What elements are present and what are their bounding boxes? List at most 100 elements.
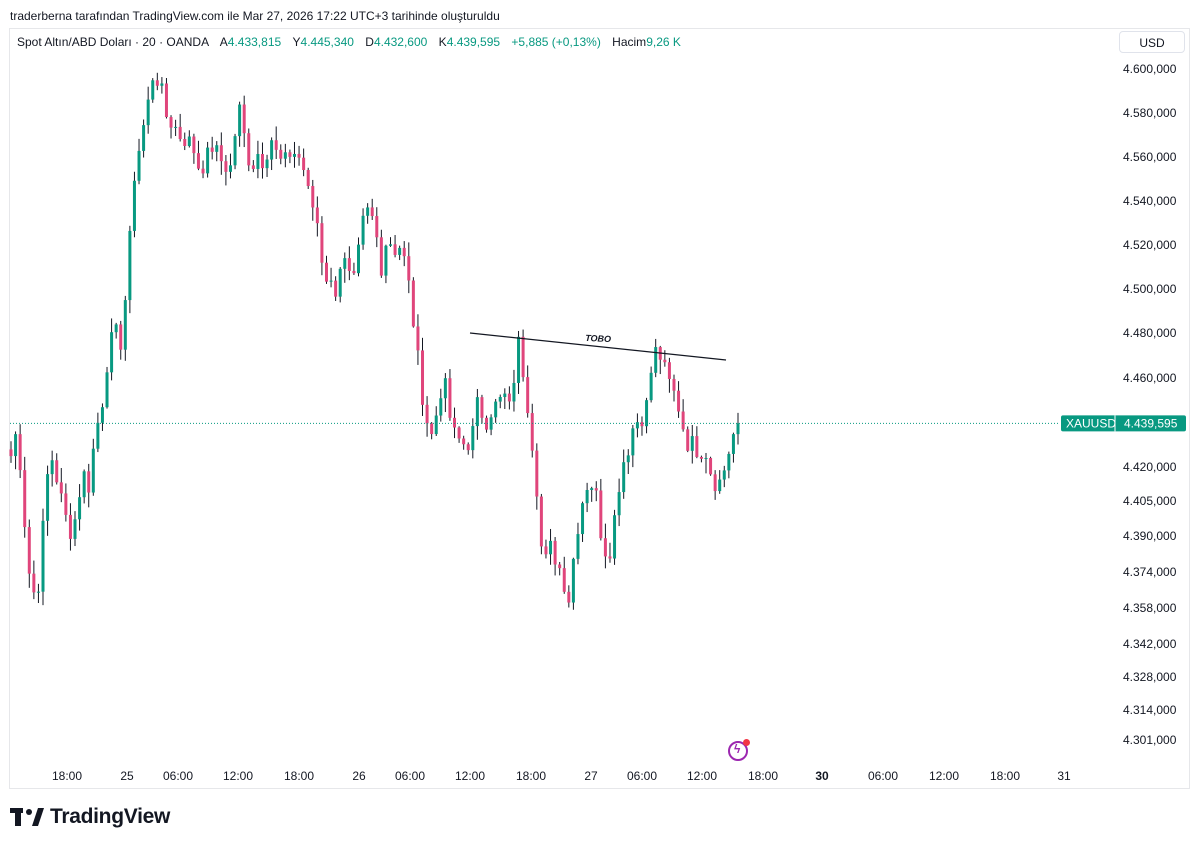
candle-body[interactable] xyxy=(297,153,301,158)
candle-body[interactable] xyxy=(46,474,50,521)
candle-body[interactable] xyxy=(517,336,521,383)
candle-body[interactable] xyxy=(178,126,182,140)
candle-body[interactable] xyxy=(64,493,68,515)
candle-body[interactable] xyxy=(32,573,36,593)
candle-body[interactable] xyxy=(59,482,63,494)
candle-body[interactable] xyxy=(544,546,548,555)
candle-body[interactable] xyxy=(192,136,196,154)
candle-body[interactable] xyxy=(87,471,91,493)
candle-body[interactable] xyxy=(283,152,287,159)
candle-body[interactable] xyxy=(672,378,676,391)
candle-body[interactable] xyxy=(626,455,630,463)
candle-body[interactable] xyxy=(649,372,653,401)
candle-body[interactable] xyxy=(151,80,155,100)
candle-body[interactable] xyxy=(485,417,489,430)
candle-body[interactable] xyxy=(393,244,397,255)
candle-body[interactable] xyxy=(18,434,22,471)
candle-body[interactable] xyxy=(553,540,557,565)
candle-body[interactable] xyxy=(489,417,493,430)
candle-body[interactable] xyxy=(36,591,40,593)
candle-body[interactable] xyxy=(247,133,251,166)
candle-body[interactable] xyxy=(494,401,498,418)
candle-body[interactable] xyxy=(164,83,168,118)
candle-body[interactable] xyxy=(288,152,292,157)
candle-body[interactable] xyxy=(105,372,109,408)
candle-body[interactable] xyxy=(110,332,114,373)
candle-body[interactable] xyxy=(256,154,260,169)
candle-body[interactable] xyxy=(722,470,726,480)
candle-body[interactable] xyxy=(196,153,200,169)
candle-body[interactable] xyxy=(448,378,452,418)
candle-body[interactable] xyxy=(709,458,713,475)
candle-body[interactable] xyxy=(608,556,612,559)
candle-body[interactable] xyxy=(366,207,370,216)
candle-body[interactable] xyxy=(736,423,740,435)
candle-body[interactable] xyxy=(690,436,694,451)
candle-body[interactable] xyxy=(187,136,191,146)
candle-body[interactable] xyxy=(219,145,223,162)
candle-body[interactable] xyxy=(453,417,457,428)
candle-body[interactable] xyxy=(242,104,246,134)
candle-body[interactable] xyxy=(731,434,735,454)
candle-body[interactable] xyxy=(343,258,347,269)
candle-body[interactable] xyxy=(375,216,379,238)
candle-body[interactable] xyxy=(443,378,447,399)
candle-body[interactable] xyxy=(462,438,466,445)
candle-body[interactable] xyxy=(407,256,411,281)
candle-body[interactable] xyxy=(411,280,415,327)
candle-body[interactable] xyxy=(78,497,82,520)
candle-body[interactable] xyxy=(238,104,242,137)
candle-body[interactable] xyxy=(507,393,511,402)
candle-body[interactable] xyxy=(503,393,507,397)
candle-body[interactable] xyxy=(677,390,681,412)
candle-body[interactable] xyxy=(654,347,658,373)
candle-body[interactable] xyxy=(315,207,319,224)
candle-body[interactable] xyxy=(430,423,434,435)
candle-body[interactable] xyxy=(439,398,443,416)
candle-body[interactable] xyxy=(334,280,338,297)
candle-body[interactable] xyxy=(356,244,360,274)
candle-body[interactable] xyxy=(347,258,351,271)
candle-body[interactable] xyxy=(50,460,54,475)
candle-body[interactable] xyxy=(434,415,438,435)
candle-body[interactable] xyxy=(558,564,562,569)
candle-body[interactable] xyxy=(521,336,525,378)
candle-body[interactable] xyxy=(128,230,132,301)
candle-body[interactable] xyxy=(82,471,86,498)
candle-body[interactable] xyxy=(640,422,644,427)
candle-body[interactable] xyxy=(535,450,539,497)
candle-body[interactable] xyxy=(206,147,210,174)
candle-body[interactable] xyxy=(635,422,639,429)
candle-body[interactable] xyxy=(571,558,575,603)
candle-body[interactable] xyxy=(169,117,173,128)
candle-body[interactable] xyxy=(480,397,484,418)
candle-body[interactable] xyxy=(274,140,278,150)
candle-body[interactable] xyxy=(210,147,214,152)
candle-body[interactable] xyxy=(498,396,502,402)
candle-body[interactable] xyxy=(686,429,690,451)
candle-body[interactable] xyxy=(279,149,283,159)
candle-body[interactable] xyxy=(119,324,123,350)
candle-body[interactable] xyxy=(270,140,274,160)
candle-body[interactable] xyxy=(613,515,617,559)
candle-body[interactable] xyxy=(260,154,264,169)
candle-body[interactable] xyxy=(100,407,104,423)
candle-body[interactable] xyxy=(603,538,607,557)
candle-body[interactable] xyxy=(41,520,45,592)
candle-body[interactable] xyxy=(370,207,374,217)
candle-body[interactable] xyxy=(663,359,667,363)
candle-body[interactable] xyxy=(233,136,237,166)
candle-body[interactable] xyxy=(379,237,383,276)
candle-body[interactable] xyxy=(9,449,13,457)
candle-body[interactable] xyxy=(338,268,342,297)
candle-body[interactable] xyxy=(302,157,306,171)
candle-body[interactable] xyxy=(14,434,18,457)
candle-body[interactable] xyxy=(306,170,310,187)
candle-body[interactable] xyxy=(215,145,219,152)
candle-body[interactable] xyxy=(389,244,393,246)
candle-body[interactable] xyxy=(617,492,621,516)
candle-body[interactable] xyxy=(311,186,315,208)
tradingview-logo[interactable]: TradingView xyxy=(10,805,170,829)
candle-body[interactable] xyxy=(329,280,333,282)
